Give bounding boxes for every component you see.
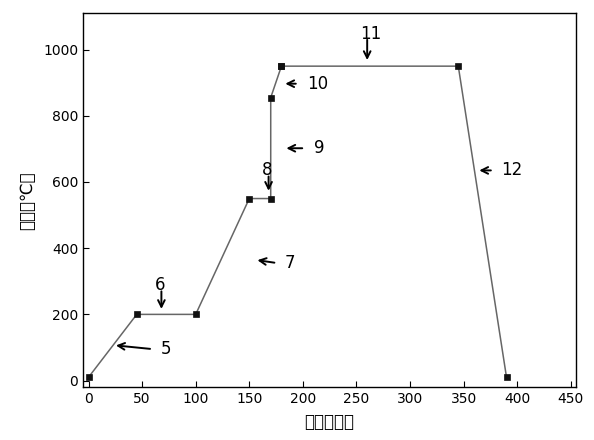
Text: 9: 9 [314,139,324,157]
Text: 5: 5 [160,340,171,358]
X-axis label: 时间（秒）: 时间（秒） [305,413,355,431]
Text: 10: 10 [307,75,328,93]
Text: 6: 6 [155,275,166,293]
Text: 7: 7 [285,254,295,272]
Y-axis label: 温度（℃）: 温度（℃） [18,171,36,230]
Text: 8: 8 [262,161,273,179]
Text: 12: 12 [501,161,522,180]
Text: 11: 11 [360,25,381,43]
